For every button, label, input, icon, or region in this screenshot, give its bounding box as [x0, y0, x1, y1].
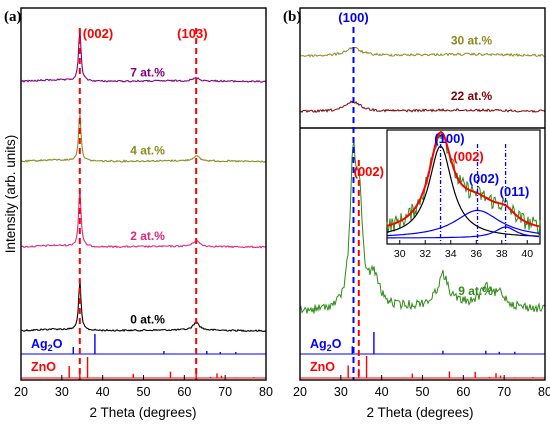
xrd-trace-22at — [299, 99, 546, 114]
ref-label: Ag2O — [310, 337, 342, 353]
x-tick-label: 50 — [137, 385, 151, 399]
x-tick-label: 40 — [375, 385, 389, 399]
inset-peak-label: (002) — [469, 171, 499, 186]
ref-label-tail: O — [332, 337, 342, 351]
trace-label: 0 at.% — [130, 313, 165, 327]
trace-label: 9 at.% — [458, 284, 493, 298]
peak-marker-label: (103) — [177, 26, 207, 41]
x-tick-label: 30 — [55, 385, 69, 399]
inset-x-tick-label: 38 — [496, 248, 508, 260]
trace-label: 30 at.% — [451, 33, 493, 47]
ref-label-main: Ag — [31, 337, 48, 351]
x-tick-label: 70 — [218, 385, 232, 399]
panel-a: (a) 0 at.% 2 at.% 4 at.% 7 at.% Ag2O ZnO (002) (… — [3, 7, 273, 420]
inset-x-tick-label: 32 — [419, 248, 431, 260]
inset-peak-label: (100) — [434, 131, 464, 146]
x-tick-label: 20 — [293, 385, 307, 399]
xrd-trace-0at — [20, 280, 267, 333]
inset-x-tick-label: 34 — [445, 248, 457, 260]
inset-plot: (100)(002)(002)(011)30 32 34 36 38 40 — [386, 129, 541, 260]
xrd-trace-7at — [20, 29, 267, 83]
ref-label: ZnO — [310, 360, 335, 374]
inset-peak-label: (002) — [453, 149, 483, 164]
x-axis-title: 2 Theta (degrees) — [366, 405, 473, 420]
xrd-trace-4at — [20, 114, 267, 163]
ref-label-tail: O — [53, 337, 63, 351]
xrd-trace-30at — [299, 47, 546, 58]
ref-label-main: Ag — [310, 337, 327, 351]
x-tick-label: 60 — [177, 385, 191, 399]
ref-label-sub: 2 — [327, 343, 332, 353]
x-tick-label: 40 — [96, 385, 110, 399]
x-axis-title: 2 Theta (degrees) — [89, 405, 196, 420]
peak-marker-label: (002) — [83, 26, 113, 41]
x-tick-label: 80 — [538, 385, 550, 399]
x-tick-label: 20 — [14, 385, 28, 399]
x-tick-label: 70 — [497, 385, 511, 399]
x-tick-label: 50 — [416, 385, 430, 399]
ref-label: ZnO — [31, 360, 56, 374]
xrd-trace-9at — [299, 140, 546, 314]
peak-marker-label: (100) — [338, 10, 368, 25]
x-tick-label: 30 — [334, 385, 348, 399]
inset-fit-component — [387, 226, 540, 239]
inset-fit-component — [386, 145, 540, 237]
ref-label-sub: 2 — [48, 343, 53, 353]
inset-fit-component — [386, 209, 540, 237]
trace-label: 4 at.% — [130, 143, 165, 157]
peak-marker-label: (002) — [354, 164, 384, 179]
trace-label: 7 at.% — [130, 65, 165, 79]
panel-a-label: (a) — [4, 9, 22, 25]
trace-label: 2 at.% — [130, 229, 165, 243]
inset-data-trace — [386, 132, 541, 235]
inset-fit-total — [386, 130, 540, 228]
panel-b-label: (b) — [283, 9, 301, 25]
ref-label-main: ZnO — [310, 360, 335, 374]
xrd-trace-2at — [20, 189, 267, 249]
ref-label-main: ZnO — [31, 360, 56, 374]
inset-x-tick-label: 40 — [521, 248, 533, 260]
y-axis-title: Intensity (arb. units) — [3, 135, 18, 254]
inset-peak-label: (011) — [500, 184, 530, 199]
inset-x-tick-label: 36 — [470, 248, 482, 260]
trace-label: 22 at.% — [451, 89, 493, 103]
panel-b: (b) 30 at.% 22 at.% 9 at.% Ag2O ZnO (100) (002)… — [283, 7, 550, 420]
x-tick-label: 60 — [456, 385, 470, 399]
x-tick-label: 80 — [259, 385, 273, 399]
inset-x-tick-label: 30 — [394, 248, 406, 260]
ref-label: Ag2O — [31, 337, 63, 353]
